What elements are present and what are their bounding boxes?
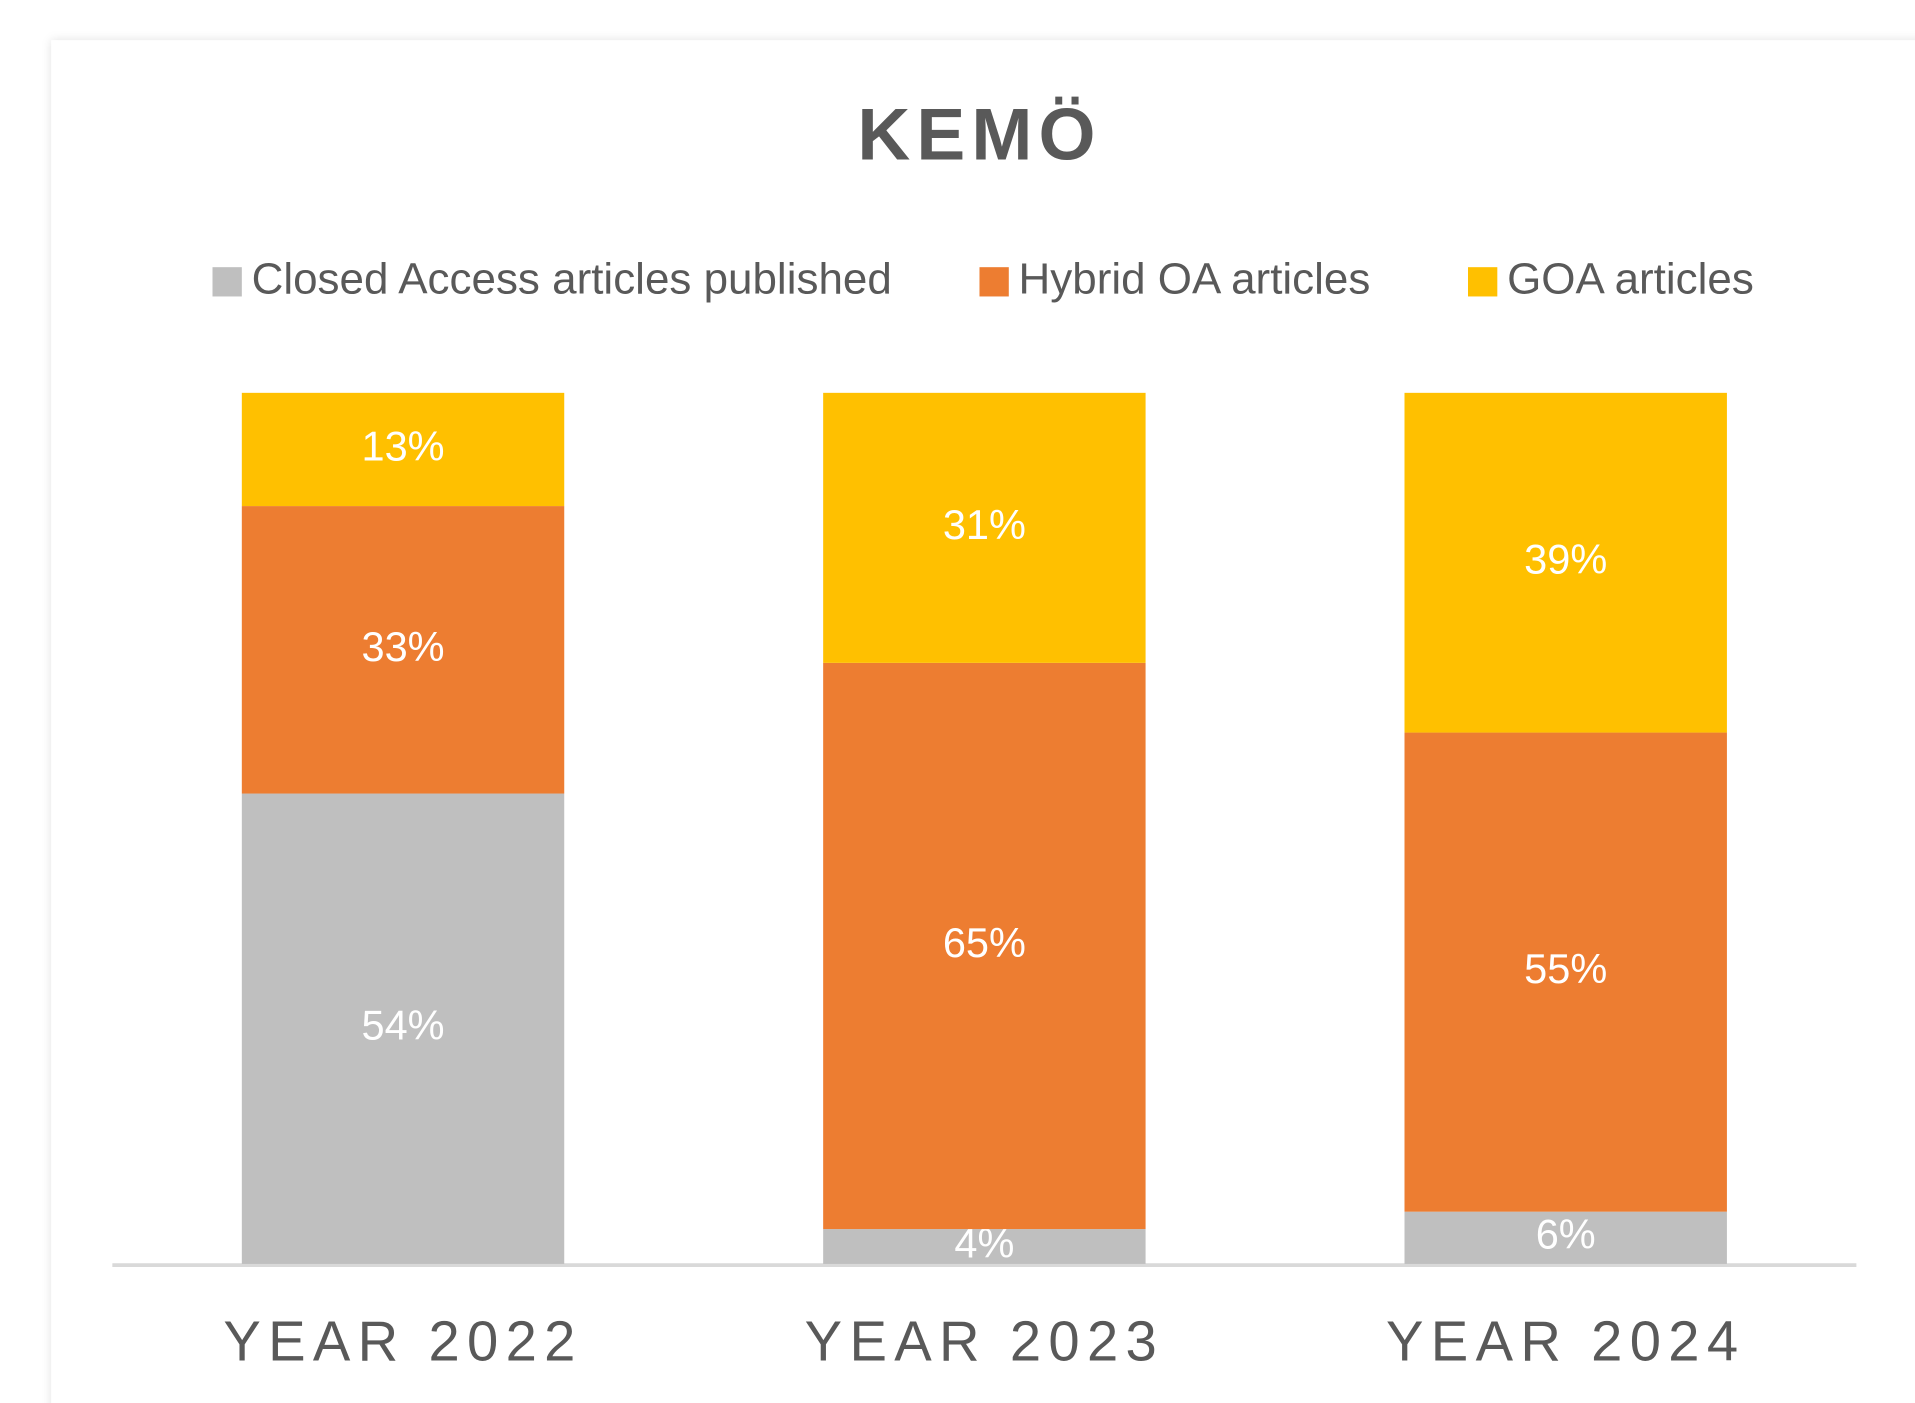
x-tick-label: YEAR 2023 <box>805 1310 1164 1373</box>
bar-segment <box>241 392 565 507</box>
data-label: 54% <box>361 1002 444 1049</box>
bar-segment <box>1404 1211 1727 1264</box>
legend-label: GOA articles <box>1507 254 1754 303</box>
chart-title: KEMÖ <box>857 94 1101 176</box>
data-label: 33% <box>361 623 444 670</box>
data-label: 39% <box>1524 536 1607 583</box>
data-label: 55% <box>1524 945 1607 992</box>
data-label: 65% <box>943 919 1026 966</box>
bar-segment <box>241 793 565 1264</box>
legend-label: Hybrid OA articles <box>1019 254 1371 303</box>
bar-segment <box>823 1229 1146 1264</box>
legend-swatch <box>212 267 242 297</box>
bar-segment <box>823 392 1146 663</box>
bar-segment <box>823 662 1146 1230</box>
data-label: 13% <box>361 422 444 469</box>
bar-segment <box>1404 392 1727 733</box>
x-tick-label: YEAR 2024 <box>1386 1310 1745 1373</box>
legend-label: Closed Access articles published <box>252 254 892 303</box>
bar-segment <box>241 506 565 794</box>
bar-segment <box>1404 732 1727 1212</box>
data-label: 6% <box>1536 1211 1596 1258</box>
legend-swatch <box>1468 267 1498 297</box>
x-tick-label: YEAR 2022 <box>223 1310 582 1373</box>
legend-swatch <box>979 267 1009 297</box>
data-label: 31% <box>943 501 1026 548</box>
